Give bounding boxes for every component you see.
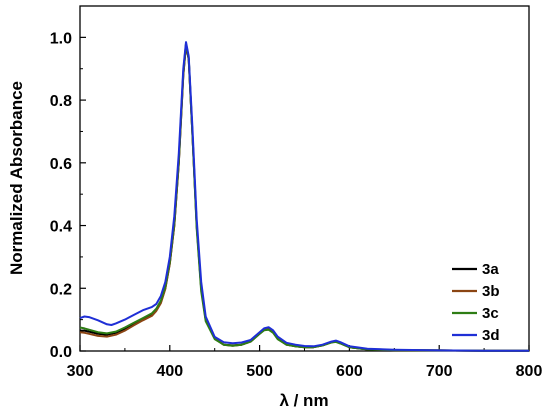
series-line-3d	[79, 41, 529, 352]
y-axis-label: Normalized Absorbance	[7, 81, 26, 275]
x-tick-label: 300	[67, 363, 94, 380]
x-tick-label: 700	[426, 363, 453, 380]
y-tick-label: 0.2	[50, 281, 72, 298]
x-tick-label: 800	[516, 363, 543, 380]
plot-frame	[79, 5, 530, 352]
x-axis-ticks: 300 400 500 600 700 800	[67, 345, 543, 380]
x-tick-label: 600	[336, 363, 363, 380]
y-tick-label: 0.6	[50, 156, 72, 173]
y-tick-label: 0.4	[50, 219, 72, 236]
legend: 3a 3b 3c 3d	[452, 261, 500, 344]
series-lines	[79, 41, 529, 352]
x-axis-label: λ / nm	[279, 391, 328, 410]
y-tick-label: 0.0	[50, 344, 72, 361]
series-line-3c	[79, 42, 529, 352]
y-axis-ticks: 0.0 0.2 0.4 0.6 0.8 1.0	[50, 5, 86, 361]
x-tick-label: 500	[246, 363, 273, 380]
legend-label-3d: 3d	[482, 327, 500, 344]
legend-label-3a: 3a	[482, 261, 499, 278]
x-tick-label: 400	[156, 363, 183, 380]
y-tick-label: 0.8	[50, 93, 72, 110]
series-line-3b	[79, 43, 529, 352]
series-line-3a	[80, 44, 529, 352]
y-tick-label: 1.0	[50, 30, 72, 47]
legend-label-3b: 3b	[482, 283, 500, 300]
legend-label-3c: 3c	[482, 305, 499, 322]
